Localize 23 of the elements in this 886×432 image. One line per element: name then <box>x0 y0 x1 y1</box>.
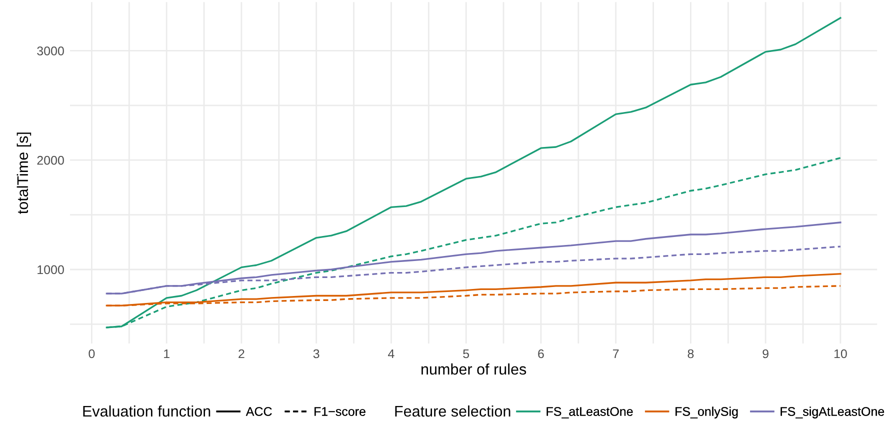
x-tick-label: 4 <box>388 349 394 358</box>
text: Feature selection <box>395 405 510 417</box>
x-tick-label: 5 <box>463 349 470 358</box>
x-tick-label: 7 <box>612 349 619 358</box>
x-tick-label: 8 <box>688 349 694 358</box>
legend-label: FS_onlySig <box>676 406 738 418</box>
y-tick-label: 1000 <box>38 265 64 274</box>
x-tick-label: 10 <box>834 349 847 358</box>
legend-label: FS_sigAtLeastOne <box>780 406 884 418</box>
y-tick-label: 3000 <box>37 46 64 56</box>
y-tick-label: 2000 <box>37 156 64 165</box>
legend-label: F1−score <box>314 407 366 416</box>
y-axis-title: totalTime [s] <box>16 132 32 214</box>
x-tick-label: 0 <box>88 349 95 358</box>
x-tick-label: 1 <box>164 349 170 358</box>
x-tick-label: 6 <box>538 349 544 358</box>
text: Evaluation function <box>83 405 210 417</box>
x-axis-title: number of rules <box>422 363 526 375</box>
legend-label: ACC <box>246 407 272 416</box>
legend-label: FS_atLeastOne <box>546 407 633 418</box>
x-tick-label: 2 <box>238 349 244 358</box>
x-tick-label: 3 <box>313 349 320 358</box>
x-tick-label: 9 <box>762 349 768 358</box>
